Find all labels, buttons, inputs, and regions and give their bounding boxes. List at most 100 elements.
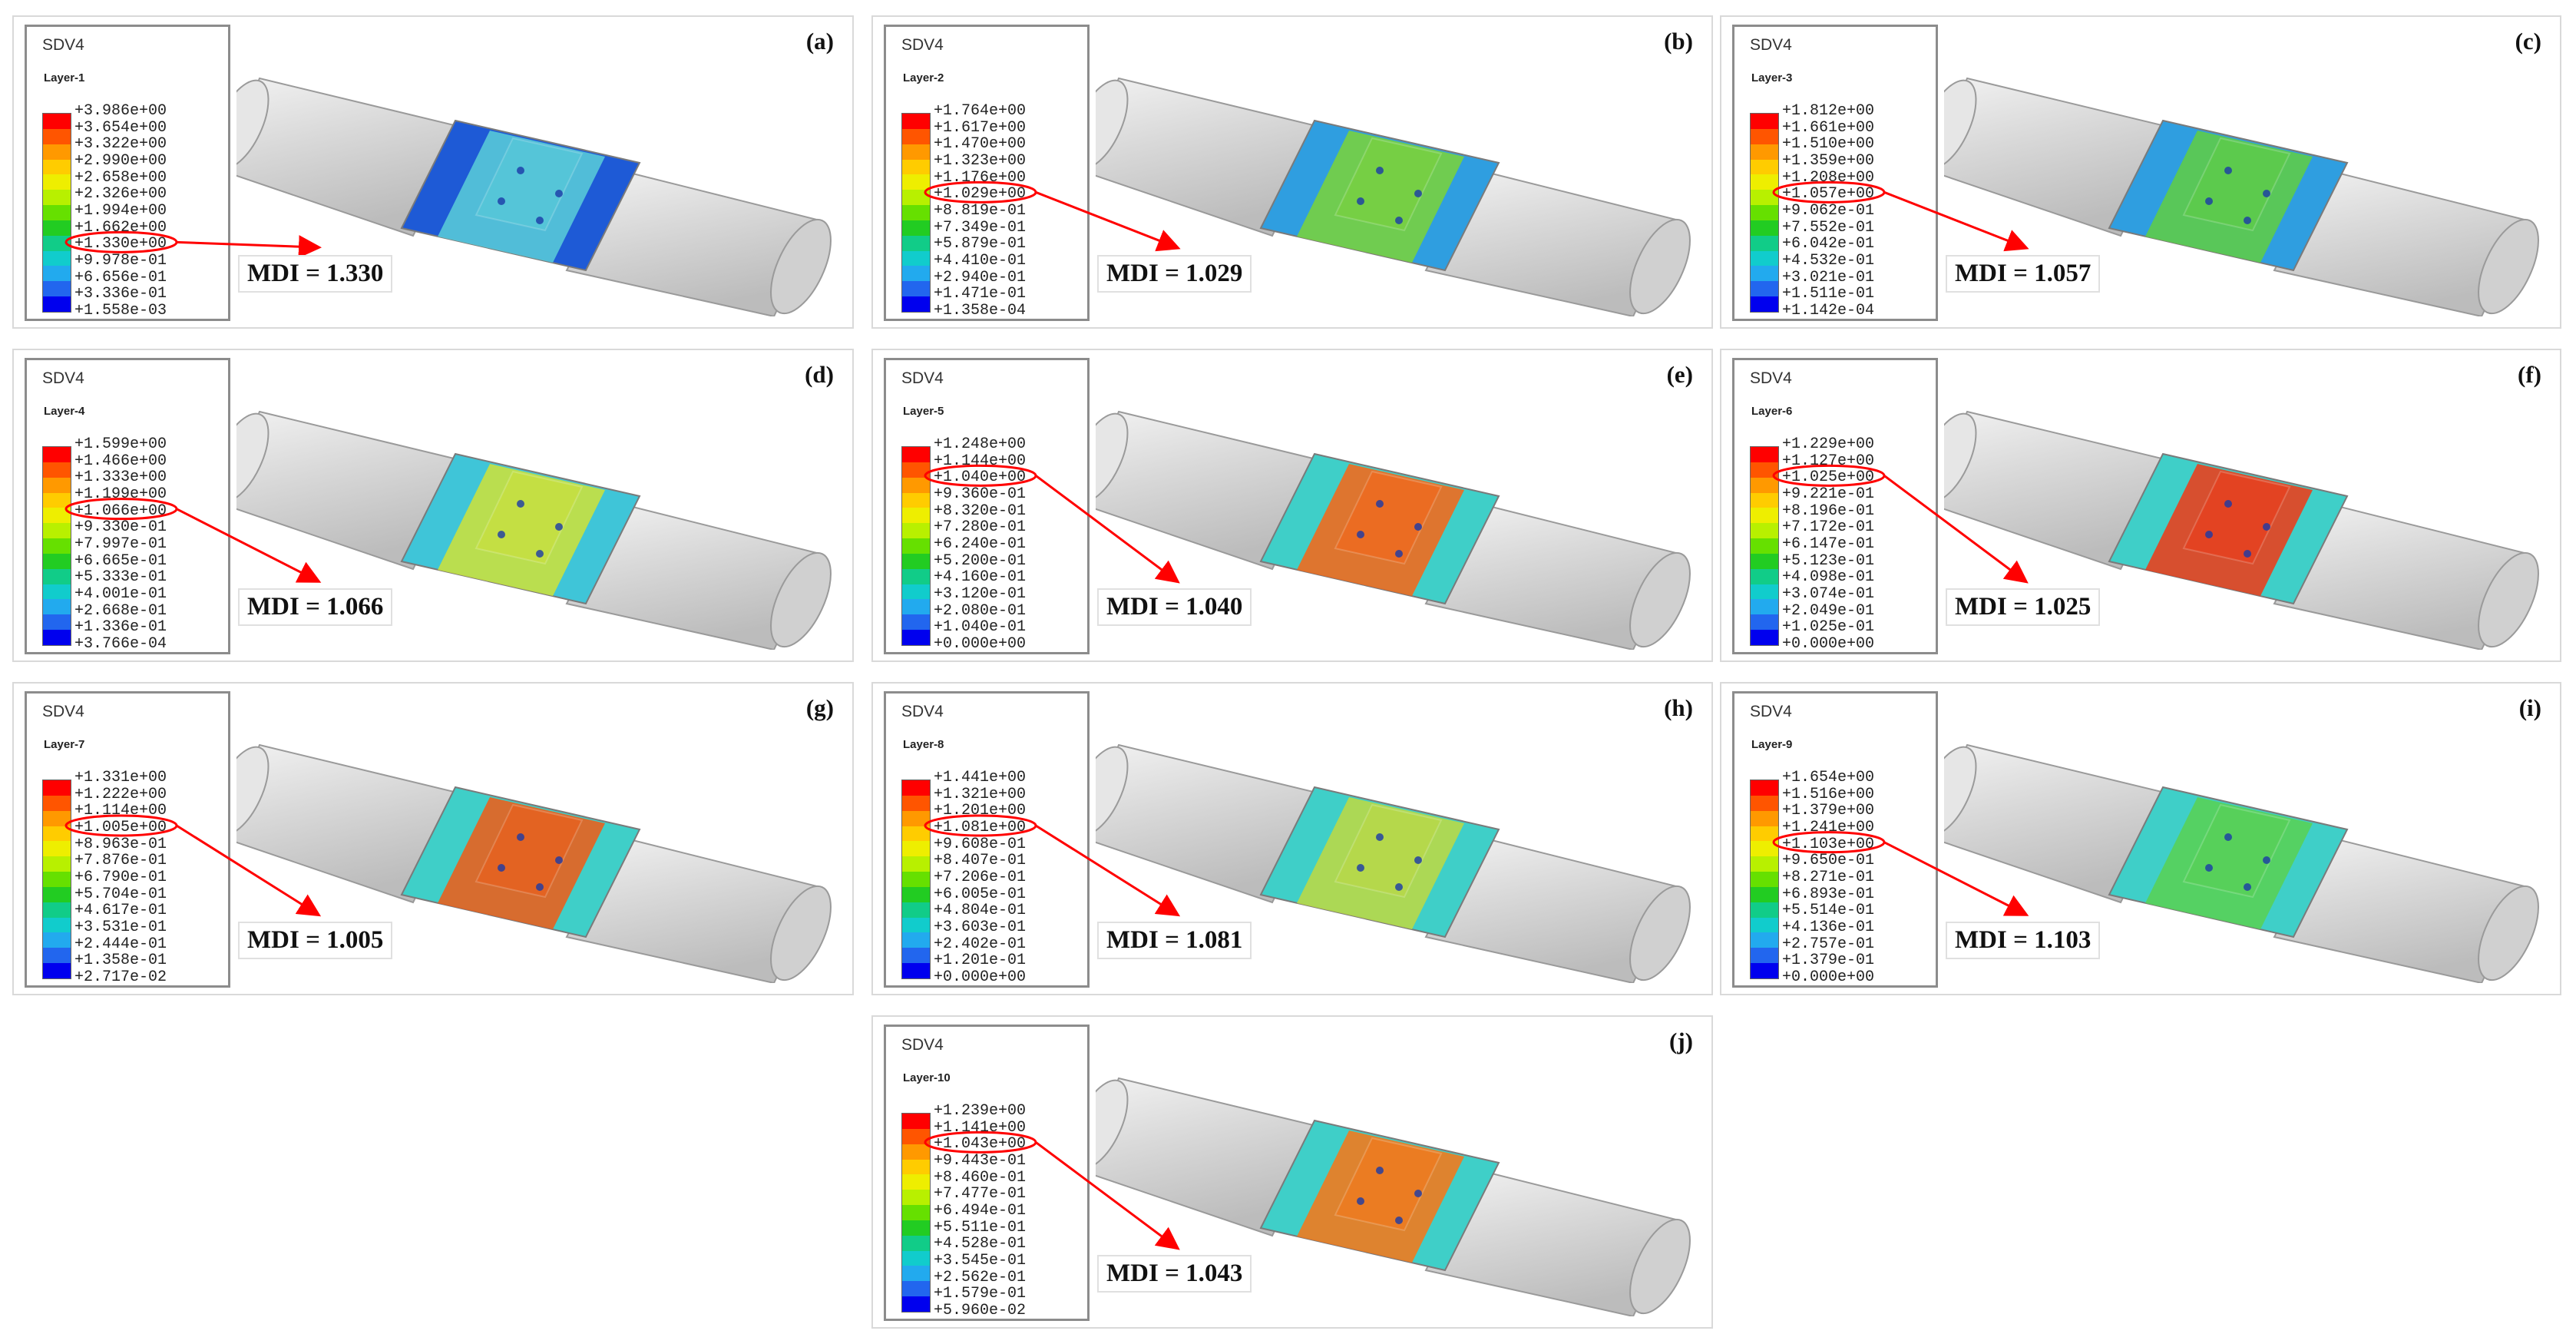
legend-value: +9.062e-01 [1782, 201, 1875, 220]
highlight-ellipse [924, 464, 1037, 487]
color-scale-swatch [902, 1220, 930, 1236]
legend-value: +1.040e-01 [934, 618, 1027, 637]
mdi-value-label: MDI = 1.029 [1097, 255, 1252, 293]
color-scale-swatch [902, 462, 930, 478]
legend-value: +2.940e-01 [934, 268, 1027, 286]
left-pipe-end [1944, 412, 1977, 503]
legend-value: +6.494e-01 [934, 1201, 1027, 1220]
legend-value: +8.460e-01 [934, 1168, 1027, 1187]
damage-spot [1414, 856, 1422, 864]
legend-layer-name: Layer-1 [44, 71, 85, 84]
color-scale-swatch [902, 599, 930, 615]
color-scale-swatch [43, 886, 71, 902]
tube-contour-render [236, 77, 832, 316]
legend-value: +1.599e+00 [74, 435, 167, 453]
color-scale-swatch [902, 872, 930, 887]
color-scale-swatch [1751, 235, 1778, 251]
legend-value: +1.662e+00 [74, 218, 167, 237]
legend-value: +1.127e+00 [1782, 452, 1875, 470]
left-pipe [1096, 77, 1328, 237]
mdi-prefix: MDI = [247, 926, 327, 954]
legend-value: +1.081e+00 [934, 818, 1027, 836]
color-scale-swatch [43, 538, 71, 554]
figure-panel: SDV4 Layer-5 +1.248e+00 +1.144e+00 +1.040e+0… [871, 349, 1713, 662]
legend-value: +9.360e-01 [934, 485, 1027, 503]
damage-spot [2244, 550, 2251, 558]
tube-contour-render [1096, 743, 1691, 983]
legend-value: +8.196e-01 [1782, 502, 1875, 520]
right-pipe-end [1629, 218, 1691, 315]
figure-panel: SDV4 Layer-6 +1.229e+00 +1.127e+00 +1.025e+0… [1720, 349, 2561, 662]
figure-panel: SDV4 Layer-1 +3.986e+00 +3.654e+00 +3.322e+0… [12, 15, 854, 329]
highlight-ellipse [924, 1130, 1037, 1154]
legend-layer-name: Layer-10 [903, 1071, 951, 1084]
legend-value: +1.510e+00 [1782, 135, 1875, 154]
color-scale-swatch [902, 553, 930, 569]
pointer-arrow [176, 508, 322, 583]
color-scale-swatch [902, 886, 930, 902]
legend-value: +2.757e-01 [1782, 935, 1875, 953]
mdi-prefix: MDI = [1106, 926, 1186, 954]
right-pipe-end [2478, 218, 2539, 315]
legend-value: +6.005e-01 [934, 885, 1027, 903]
color-scale-swatch [43, 462, 71, 478]
legend-value: +7.552e-01 [1782, 218, 1875, 237]
color-scale-swatch [902, 795, 930, 811]
legend-value: +2.080e-01 [934, 601, 1027, 620]
color-scale-swatch [902, 144, 930, 160]
legend-title: SDV4 [42, 36, 84, 54]
legend-value: +8.320e-01 [934, 502, 1027, 520]
sleeve-core-zone [1334, 137, 1443, 232]
mdi-number: 1.103 [2034, 926, 2092, 954]
damage-spot [1395, 217, 1403, 224]
color-scale-swatch [1751, 281, 1778, 297]
mdi-value-label: MDI = 1.005 [238, 922, 393, 959]
legend-value: +3.545e-01 [934, 1251, 1027, 1270]
legend-value: +2.444e-01 [74, 935, 167, 953]
legend-value: +1.441e+00 [934, 769, 1027, 786]
sleeve-core-zone [1334, 470, 1443, 565]
legend-value: +1.323e+00 [934, 151, 1027, 170]
legend-value: +3.531e-01 [74, 918, 167, 936]
legend-value: +1.239e+00 [934, 1102, 1027, 1120]
color-scale-swatch [902, 1144, 930, 1160]
legend-layer-name: Layer-8 [903, 738, 944, 751]
damage-spot [1357, 531, 1364, 538]
legend-value-list: +1.248e+00 +1.144e+00 +1.040e+00 +9.360e-01… [934, 437, 1087, 652]
color-scale-swatch [1751, 568, 1778, 584]
pointer-arrow [1035, 1141, 1180, 1250]
legend-value: +1.471e-01 [934, 285, 1027, 303]
damage-spot [2224, 833, 2232, 841]
mdi-pointer [64, 498, 322, 583]
contour-legend: SDV4 Layer-10 +1.239e+00 +1.141e+00 +1.043e+… [884, 1025, 1090, 1321]
color-scale-swatch [43, 477, 71, 493]
left-pipe [1944, 743, 2176, 904]
color-scale-swatch [902, 917, 930, 933]
legend-value: +7.206e-01 [934, 868, 1027, 886]
contour-legend: SDV4 Layer-8 +1.441e+00 +1.321e+00 +1.201e+0… [884, 691, 1090, 988]
legend-layer-name: Layer-2 [903, 71, 944, 84]
damage-spot [1395, 883, 1403, 891]
tube-contour-render [236, 410, 832, 650]
damage-spot [517, 833, 524, 841]
legend-value: +7.477e-01 [934, 1185, 1027, 1203]
highlight-ellipse [1772, 180, 1886, 204]
color-scale-swatch [43, 568, 71, 584]
legend-layer-name: Layer-7 [44, 738, 85, 751]
figure-panel: SDV4 Layer-9 +1.654e+00 +1.516e+00 +1.379e+0… [1720, 682, 2561, 995]
color-scale-swatch [1751, 523, 1778, 539]
legend-value: +1.229e+00 [1782, 435, 1875, 453]
color-scale-swatch [1751, 948, 1778, 964]
legend-value: +1.336e-01 [74, 618, 167, 637]
color-scale-swatch [902, 266, 930, 282]
tube-contour-render [1096, 410, 1691, 650]
damage-spot [2205, 197, 2213, 205]
tube-contour-render [1944, 77, 2539, 316]
color-scale-swatch [1751, 810, 1778, 826]
color-scale-swatch [43, 599, 71, 615]
mdi-number: 1.029 [1185, 260, 1243, 287]
legend-value: +2.658e+00 [74, 168, 167, 187]
damage-spot [1376, 833, 1384, 841]
damage-spot [2263, 856, 2270, 864]
legend-value: +8.963e-01 [74, 835, 167, 853]
